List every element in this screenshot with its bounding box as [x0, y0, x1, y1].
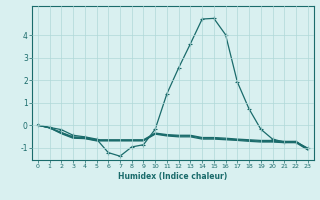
X-axis label: Humidex (Indice chaleur): Humidex (Indice chaleur)	[118, 172, 228, 181]
